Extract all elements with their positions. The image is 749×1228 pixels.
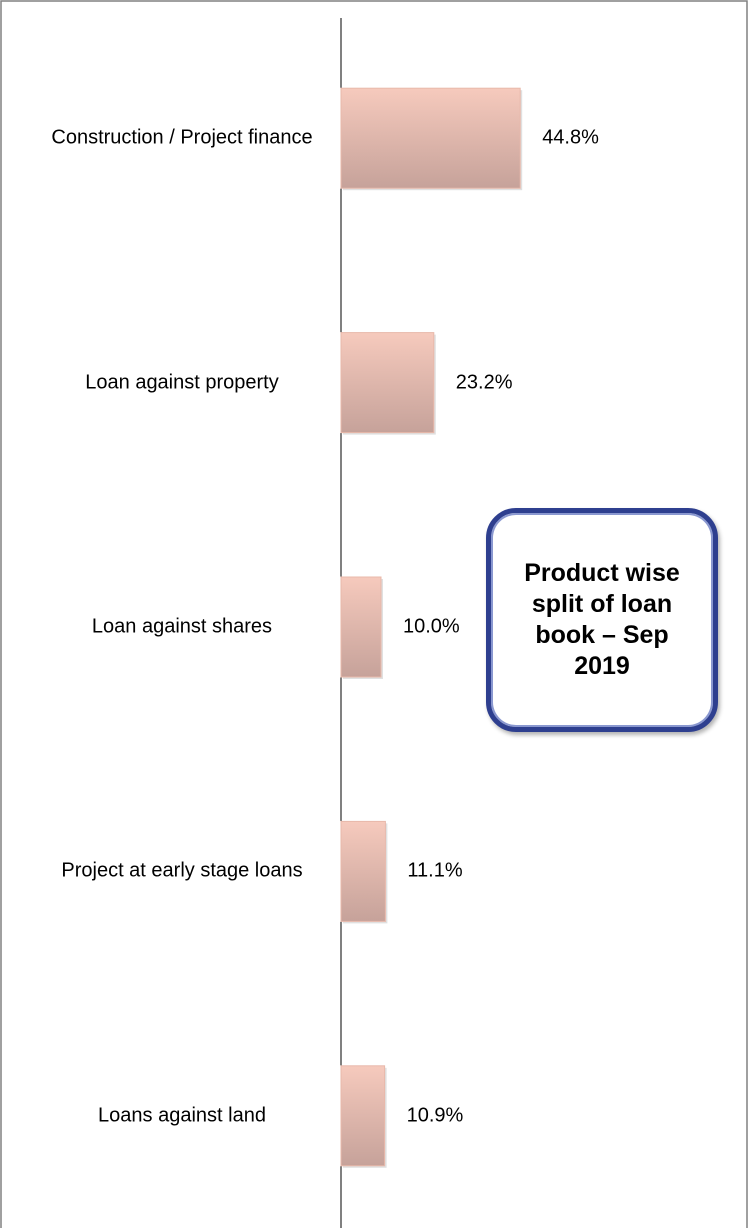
category-label: Loans against land (98, 1104, 266, 1127)
value-label: 10.9% (406, 1104, 464, 1127)
value-label: 11.1% (407, 859, 463, 882)
category-label: Construction / Project finance (51, 126, 313, 149)
bar (340, 576, 382, 678)
value-label: 10.0% (403, 615, 460, 638)
category-label: Project at early stage loans (61, 859, 303, 882)
category-label: Loan against shares (91, 615, 273, 638)
category-label: Loan against property (85, 371, 279, 394)
value-label: 44.8% (542, 126, 599, 149)
bar (340, 87, 521, 189)
bar (340, 332, 435, 434)
chart-title: Product wise split of loan book – Sep 20… (486, 508, 718, 732)
bar (340, 1065, 386, 1167)
bar (340, 820, 386, 922)
value-label: 23.2% (455, 371, 513, 394)
